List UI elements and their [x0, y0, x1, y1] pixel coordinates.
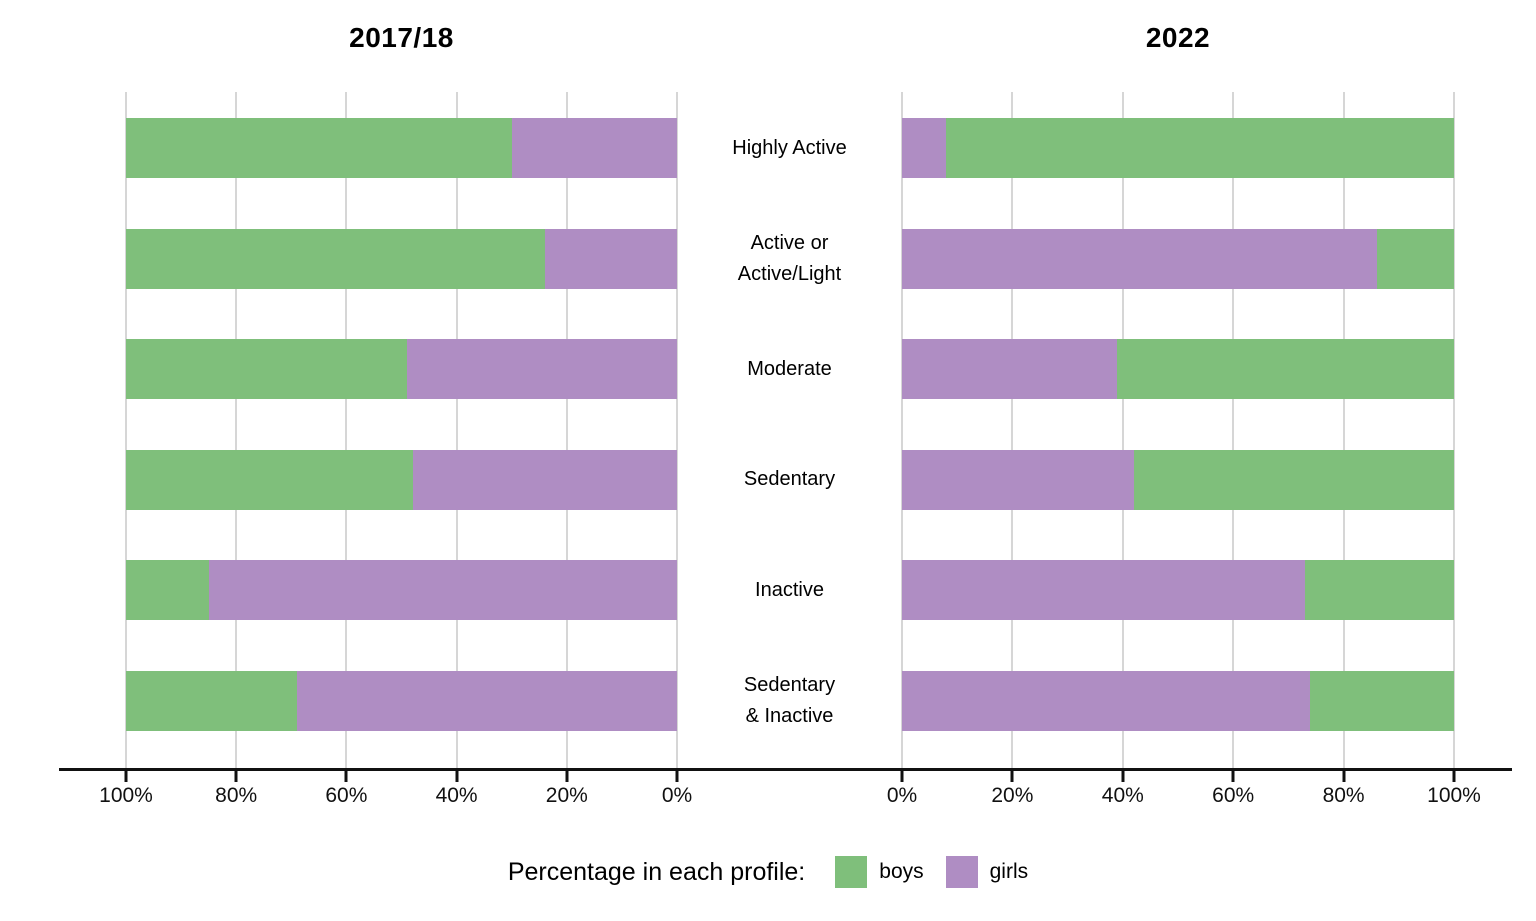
chart-panel-2017-18: 100% 80% 60% 40% 20% 0% [99, 92, 692, 807]
bar-segment-boys [1133, 449, 1454, 510]
axis-tick [1452, 769, 1456, 782]
gridline [345, 92, 348, 768]
axis-tick [234, 769, 238, 782]
gridline [1121, 92, 1124, 768]
bar-segment-boys [1376, 228, 1454, 289]
bar-row [126, 560, 677, 620]
axis-tick-label: 60% [325, 784, 368, 807]
axis-tick-label: 60% [1212, 784, 1255, 807]
bar-segment-boys [1310, 670, 1454, 731]
legend-item-girls: girls [945, 856, 1029, 888]
bar-row [902, 118, 1454, 178]
axis-tick-label: 40% [435, 784, 478, 807]
bar-row [126, 449, 677, 510]
bar-segment-girls [296, 670, 677, 731]
axis-tick [344, 769, 348, 782]
category-label: Sedentary [743, 468, 836, 490]
axis-tick-label: 80% [1322, 784, 1365, 807]
gridline [1453, 92, 1455, 768]
axis-tick [1121, 769, 1125, 782]
gridline [565, 92, 568, 768]
category-label: Inactive [755, 578, 824, 601]
chart-panel-2022: 0% 20% 40% 60% 80% 100% [887, 92, 1481, 807]
legend-label-girls: girls [989, 860, 1029, 883]
axis-tick-label: 0% [886, 784, 918, 807]
axis-tick-label: 40% [1101, 784, 1144, 807]
gridline [901, 92, 903, 768]
gridline [1011, 92, 1014, 768]
gridline [455, 92, 458, 768]
bar-row [126, 228, 677, 289]
bar-row [902, 228, 1454, 289]
bar-segment-girls [902, 228, 1377, 289]
bar-segment-boys [126, 228, 545, 289]
legend-title: Percentage in each profile: [507, 857, 806, 886]
bar-row [126, 670, 677, 731]
bar-segment-boys [126, 339, 407, 399]
axis-tick [124, 769, 128, 782]
bar-row [126, 339, 677, 399]
axis-tick [565, 769, 569, 782]
bar-row [902, 670, 1454, 731]
category-label: Highly Active [732, 136, 847, 159]
axis-tick [455, 769, 459, 782]
axis-tick-label: 20% [991, 784, 1034, 807]
axis-tick [675, 769, 679, 782]
bar-row [902, 339, 1454, 399]
girls-swatch-icon [945, 856, 978, 888]
bar-segment-boys [126, 670, 297, 731]
bar-row [902, 449, 1454, 510]
axis-tick-label: 0% [661, 784, 693, 807]
gridline [1342, 92, 1345, 768]
bar-segment-boys [126, 560, 209, 620]
axis-tick-label: 100% [99, 784, 153, 807]
panel-title-2022: 2022 [1145, 22, 1211, 53]
bar-segment-boys [126, 449, 413, 510]
axis-tick [1342, 769, 1346, 782]
category-labels: Highly Active Active or Active/Light Modera… [677, 92, 902, 768]
bar-segment-boys [946, 118, 1454, 178]
axis-tick-label: 100% [1427, 784, 1481, 807]
gridline [1232, 92, 1235, 768]
legend-item-boys: boys [835, 856, 924, 888]
gridline [676, 92, 678, 768]
bar-segment-girls [902, 449, 1134, 510]
bar-segment-girls [544, 228, 677, 289]
bar-segment-girls [902, 339, 1118, 399]
bar-segment-girls [902, 560, 1305, 620]
axis-tick [1231, 769, 1235, 782]
bar-segment-boys [1304, 560, 1454, 620]
axis-tick-label: 20% [545, 784, 588, 807]
axis-tick [1010, 769, 1014, 782]
bar-segment-girls [902, 118, 947, 178]
category-label: Sedentary & Inactive [743, 673, 836, 727]
axis-tick-label: 80% [215, 784, 258, 807]
category-label: Active or Active/Light [737, 231, 842, 285]
axis-tick [900, 769, 904, 782]
bar-row [126, 118, 677, 178]
x-axis-line [59, 768, 1512, 771]
bar-segment-boys [126, 118, 512, 178]
bar-segment-girls [208, 560, 677, 620]
category-label: Moderate [747, 357, 832, 380]
boys-swatch-icon [835, 856, 868, 888]
bar-segment-girls [407, 339, 677, 399]
bar-segment-boys [1117, 339, 1454, 399]
bar-segment-girls [412, 449, 677, 510]
bar-row [902, 560, 1454, 620]
gridline [235, 92, 238, 768]
legend-label-boys: boys [879, 860, 924, 883]
bar-segment-girls [511, 118, 677, 178]
legend: Percentage in each profile: boys girls [0, 856, 1536, 888]
panel-title-2017-18: 2017/18 [349, 22, 454, 53]
bar-segment-girls [902, 670, 1311, 731]
gridline [125, 92, 127, 768]
